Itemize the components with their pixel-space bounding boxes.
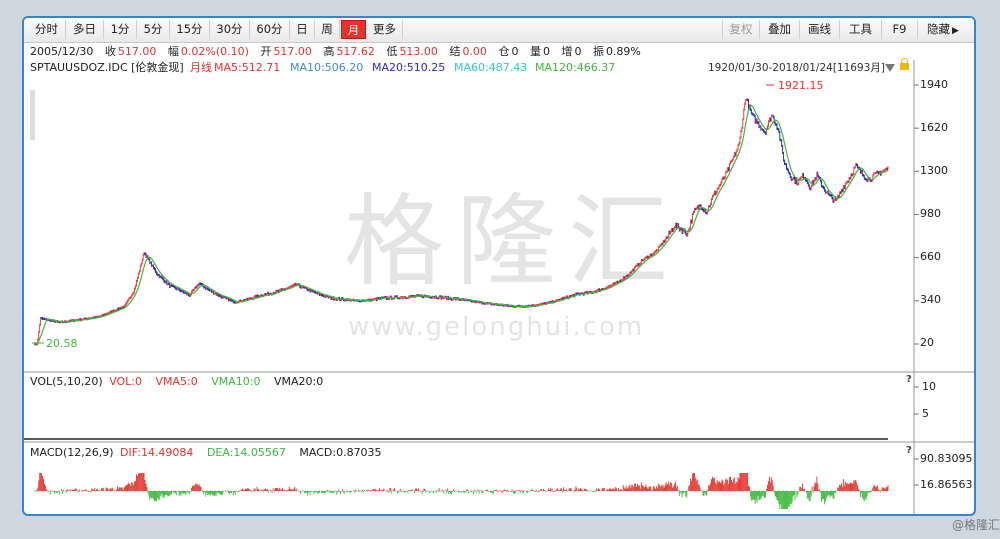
vol-value: 0 bbox=[542, 45, 550, 58]
price-axis-ticks bbox=[914, 84, 919, 345]
change-label: 幅 bbox=[167, 45, 179, 58]
period-intraday-button[interactable]: 分时 bbox=[28, 20, 66, 39]
tools-button[interactable]: 工具 bbox=[840, 20, 882, 39]
volume-panel-header: VOL(5,10,20) VOL:0 VMA5:0 VMA10:0 VMA20:… bbox=[30, 375, 323, 389]
period-1min-button[interactable]: 1分 bbox=[104, 20, 137, 39]
dif-label: DIF:14.49084 bbox=[120, 446, 194, 459]
vol-label: 量 bbox=[529, 45, 541, 58]
period-multiday-button[interactable]: 多日 bbox=[66, 20, 104, 39]
vma5-label: VMA5:0 bbox=[155, 375, 198, 388]
price-series-group bbox=[33, 98, 889, 346]
corner-watermark: @格隆汇 bbox=[952, 518, 1000, 532]
background-url-watermark: www.gelonghui.com bbox=[348, 312, 644, 342]
macd-title: MACD(12,26,9) bbox=[30, 446, 114, 459]
chevron-right-icon: ▶ bbox=[952, 26, 959, 36]
vma20-label: VMA20:0 bbox=[274, 375, 324, 388]
dea-label: DEA:14.05567 bbox=[206, 446, 286, 459]
vol-value-label: VOL:0 bbox=[109, 375, 143, 388]
oi-value: 0 bbox=[511, 45, 519, 58]
settle-label: 结 bbox=[449, 45, 461, 58]
period-60min-button[interactable]: 60分 bbox=[250, 20, 290, 39]
open-value: 517.00 bbox=[273, 45, 312, 58]
open-label: 开 bbox=[260, 45, 272, 58]
low-value: 513.00 bbox=[399, 45, 438, 58]
macd-tick-high-label: 90.83095 bbox=[920, 452, 973, 465]
date-range-label: 1920/01/30-2018/01/24[11693月] bbox=[708, 62, 885, 74]
symbol-label: SPTAUUSDOZ.IDC [伦敦金现] bbox=[30, 61, 184, 74]
price-tick-20: 20 bbox=[920, 336, 934, 349]
high-value: 517.62 bbox=[336, 45, 375, 58]
min-price-label: 20.58 bbox=[46, 337, 78, 350]
ma5-label: MA5:512.71 bbox=[214, 61, 281, 74]
period-more-button[interactable]: 更多 bbox=[367, 20, 403, 39]
price-tick-340: 340 bbox=[920, 293, 941, 306]
price-tick-1940: 1940 bbox=[920, 78, 948, 91]
macd-series-group bbox=[35, 473, 889, 509]
high-label: 高 bbox=[323, 45, 335, 58]
hide-button-label: 隐藏 bbox=[927, 22, 951, 36]
oi-label: 仓 bbox=[498, 45, 510, 58]
price-panel-header: SPTAUUSDOZ.IDC [伦敦金现] 月线 MA5:512.71 MA10… bbox=[24, 58, 914, 76]
close-value: 517.00 bbox=[117, 45, 157, 58]
quote-bar: 2005/12/30 收 517.00 幅 0.02%(0.10) 开 517.00 … bbox=[24, 43, 974, 60]
close-label: 收 bbox=[104, 45, 116, 58]
macd-value-label: MACD:0.87035 bbox=[299, 446, 382, 459]
hide-button[interactable]: 隐藏 ▶ bbox=[918, 20, 968, 39]
inc-label: 增 bbox=[561, 45, 573, 58]
volume-tick-10-label: 10 bbox=[922, 380, 936, 393]
volume-title: VOL(5,10,20) bbox=[30, 375, 103, 388]
max-price-label: 1921.15 bbox=[778, 79, 824, 92]
period-15min-button[interactable]: 15分 bbox=[170, 20, 210, 39]
period-month-button[interactable]: 月 bbox=[341, 20, 366, 39]
ma20-label: MA20:510.25 bbox=[372, 61, 446, 74]
price-tick-660: 660 bbox=[920, 250, 941, 263]
ma60-label: MA60:487.43 bbox=[454, 61, 528, 74]
chart-window: 分时 多日 1分 5分 15分 30分 60分 日 周 月 更多 复权 叠加 画… bbox=[22, 16, 976, 516]
period-5min-button[interactable]: 5分 bbox=[137, 20, 170, 39]
f9-button[interactable]: F9 bbox=[882, 20, 918, 39]
overlay-button[interactable]: 叠加 bbox=[760, 20, 800, 39]
restore-rights-button[interactable]: 复权 bbox=[722, 20, 760, 39]
ma-line bbox=[33, 104, 889, 346]
line-type-label: 月线 bbox=[190, 61, 212, 74]
volume-help-icon[interactable]: ? bbox=[906, 374, 912, 385]
period-30min-button[interactable]: 30分 bbox=[210, 20, 250, 39]
volume-tick-5-label: 5 bbox=[922, 407, 929, 420]
ma120-label: MA120:466.37 bbox=[535, 61, 616, 74]
draw-line-button[interactable]: 画线 bbox=[800, 20, 840, 39]
lock-icon[interactable] bbox=[900, 58, 909, 70]
price-tick-980: 980 bbox=[920, 207, 941, 220]
left-scroll-indicator[interactable] bbox=[30, 90, 35, 140]
macd-tick-low-label: 16.86563 bbox=[920, 478, 973, 491]
chart-canvas: 格隆汇 www.gelonghui.com 1921.15 20.58 bbox=[24, 60, 974, 514]
ma10-label: MA10:506.20 bbox=[290, 61, 364, 74]
period-day-button[interactable]: 日 bbox=[290, 20, 315, 39]
amp-value: 0.89% bbox=[605, 45, 641, 58]
background-watermark: 格隆汇 bbox=[344, 183, 680, 300]
amp-label: 振 bbox=[592, 45, 604, 58]
period-week-button[interactable]: 周 bbox=[315, 20, 340, 39]
toolbar: 分时 多日 1分 5分 15分 30分 60分 日 周 月 更多 复权 叠加 画… bbox=[24, 18, 974, 43]
vma10-label: VMA10:0 bbox=[211, 375, 261, 388]
dropdown-triangle-icon[interactable] bbox=[885, 64, 895, 72]
macd-help-icon[interactable]: ? bbox=[906, 445, 912, 456]
price-tick-1620: 1620 bbox=[920, 121, 948, 134]
change-value: 0.02%(0.10) bbox=[180, 45, 249, 58]
macd-panel-header: MACD(12,26,9) DIF:14.49084 DEA:14.05567 … bbox=[30, 446, 382, 460]
low-label: 低 bbox=[386, 45, 398, 58]
inc-value: 0 bbox=[574, 45, 582, 58]
settle-value: 0.00 bbox=[462, 45, 487, 58]
price-tick-1300: 1300 bbox=[920, 164, 948, 177]
quote-date: 2005/12/30 bbox=[30, 45, 94, 58]
